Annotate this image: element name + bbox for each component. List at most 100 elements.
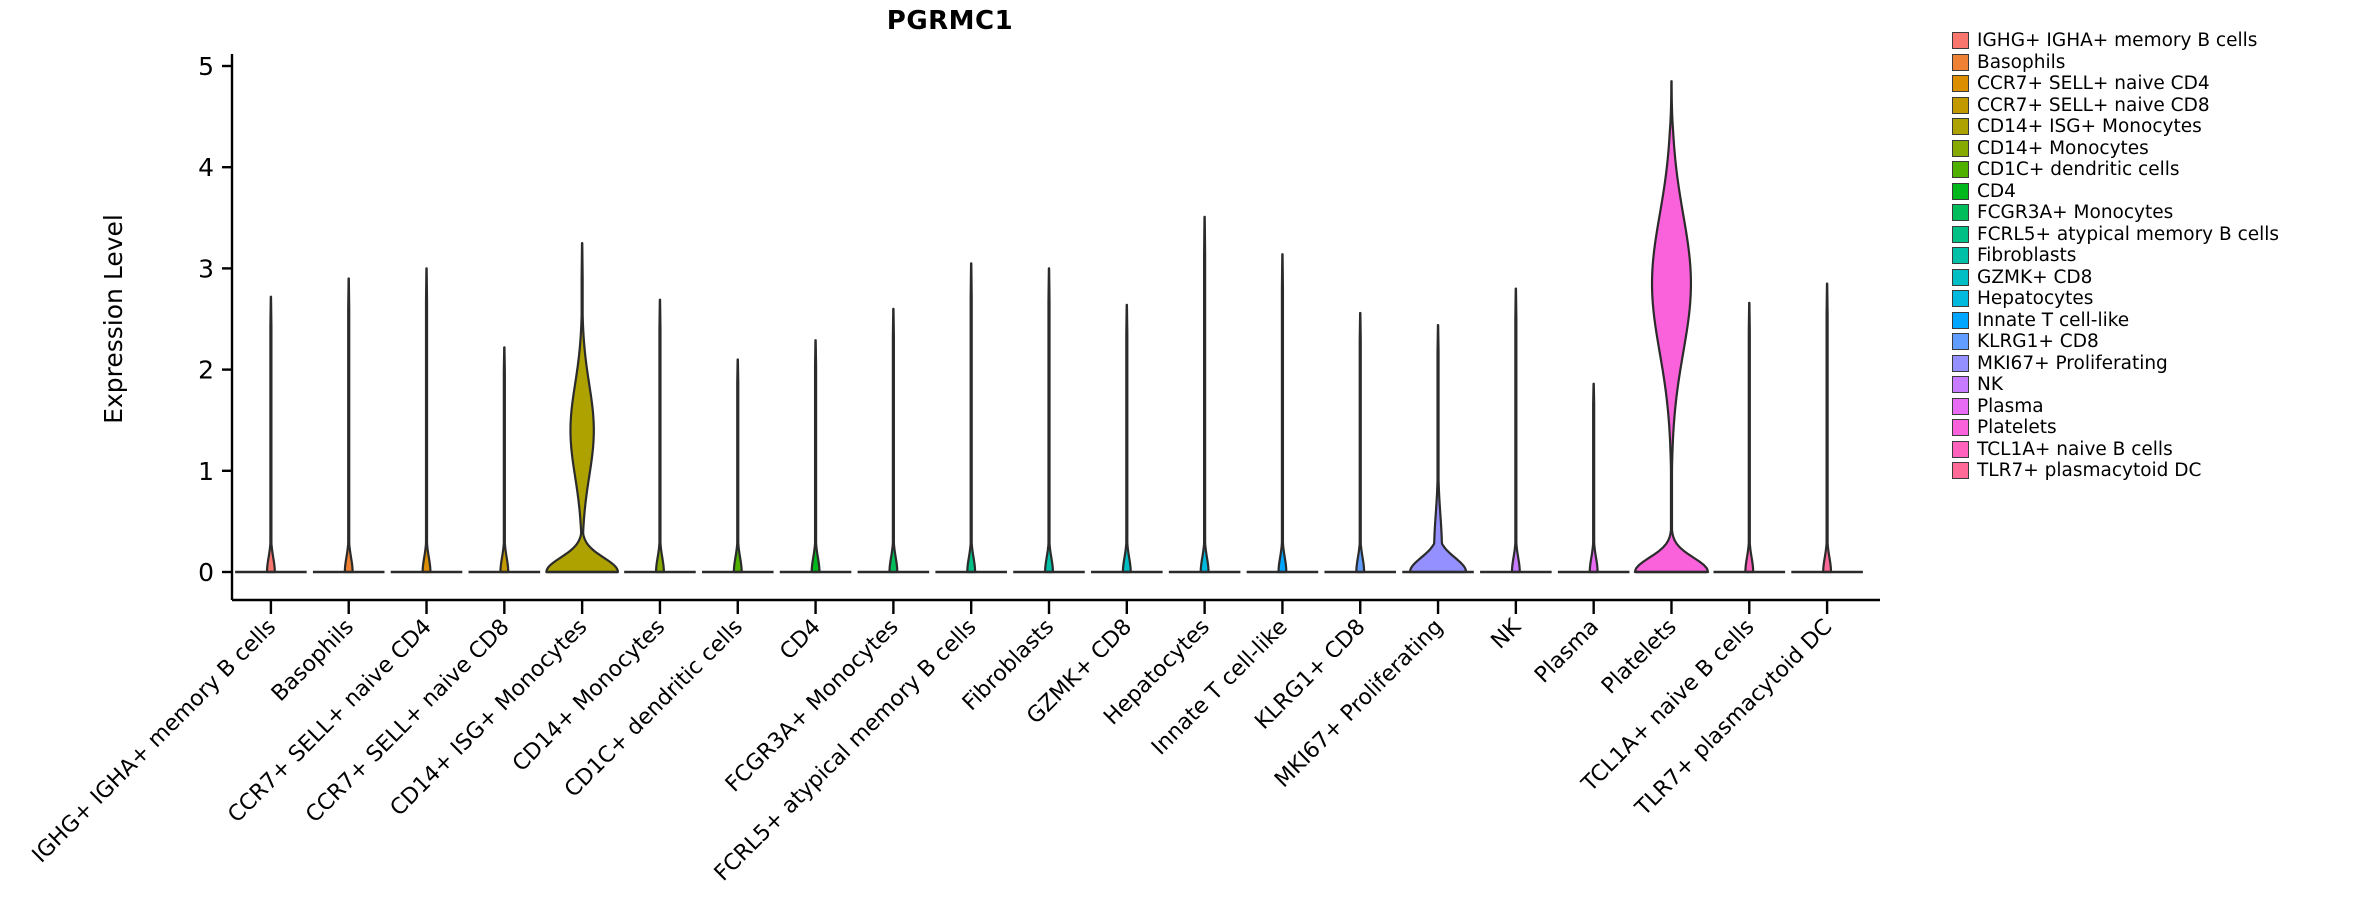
- violin-body[interactable]: Hepatocytes: [1199, 215, 1210, 574]
- legend-swatch: [1952, 247, 1969, 265]
- legend-item-label: CCR7+ SELL+ naive CD8: [1977, 94, 2210, 116]
- legend-swatch: [1952, 462, 1969, 480]
- legend-swatch: [1952, 376, 1969, 394]
- legend-item-label: IGHG+ IGHA+ memory B cells: [1977, 30, 2258, 52]
- legend-swatch: [1952, 419, 1969, 437]
- legend-swatch: [1952, 182, 1969, 200]
- x-tick-label: Innate T cell-like: [1147, 615, 1293, 761]
- violin-body[interactable]: TLR7+ plasmacytoid DC: [1822, 282, 1833, 574]
- legend-swatch: [1952, 440, 1969, 458]
- violin-body[interactable]: MKI67+ Proliferating: [1408, 323, 1468, 574]
- y-tick-label: 0: [198, 558, 214, 587]
- legend-swatch: [1952, 53, 1969, 71]
- legend-swatch: [1952, 354, 1969, 372]
- legend-item[interactable]: CD14+ Monocytes: [1952, 138, 2352, 160]
- legend-item[interactable]: NK: [1952, 374, 2352, 396]
- violin-body[interactable]: NK: [1510, 287, 1521, 574]
- legend-swatch: [1952, 118, 1969, 136]
- page-title: PGRMC1: [886, 6, 1014, 36]
- y-tick-label: 5: [198, 52, 214, 81]
- legend-item[interactable]: Hepatocytes: [1952, 288, 2352, 310]
- legend-item-label: Fibroblasts: [1977, 245, 2077, 267]
- violin-body[interactable]: Platelets: [1633, 80, 1710, 574]
- violin-body[interactable]: Fibroblasts: [1044, 267, 1054, 574]
- legend-swatch: [1952, 161, 1969, 179]
- legend-item-label: CD1C+ dendritic cells: [1977, 159, 2180, 181]
- x-tick-label: CD4: [775, 615, 825, 665]
- legend-item[interactable]: Fibroblasts: [1952, 245, 2352, 267]
- violin-body[interactable]: CD4: [810, 339, 821, 574]
- legend-item[interactable]: TLR7+ plasmacytoid DC: [1952, 460, 2352, 482]
- violin-body[interactable]: Innate T cell-like: [1277, 253, 1288, 574]
- y-tick-label: 2: [198, 356, 214, 385]
- legend-item-label: FCRL5+ atypical memory B cells: [1977, 223, 2280, 245]
- legend-item-label: Innate T cell-like: [1977, 309, 2130, 331]
- violin-body[interactable]: FCGR3A+ Monocytes: [888, 307, 899, 574]
- violin-body[interactable]: TCL1A+ naive B cells: [1744, 301, 1755, 574]
- x-tick-label: Plasma: [1530, 615, 1604, 689]
- legend-item[interactable]: IGHG+ IGHA+ memory B cells: [1952, 30, 2352, 52]
- legend-item[interactable]: Plasma: [1952, 396, 2352, 418]
- violin-body[interactable]: KLRG1+ CD8: [1355, 311, 1366, 574]
- violin-body[interactable]: CD1C+ dendritic cells: [732, 358, 743, 574]
- violin-body[interactable]: CCR7+ SELL+ naive CD8: [499, 346, 510, 574]
- legend-item[interactable]: FCRL5+ atypical memory B cells: [1952, 224, 2352, 246]
- legend-item-label: Basophils: [1977, 51, 2066, 73]
- violin-body[interactable]: CD14+ Monocytes: [654, 298, 665, 574]
- legend-item[interactable]: CD14+ ISG+ Monocytes: [1952, 116, 2352, 138]
- legend-item-label: CD14+ Monocytes: [1977, 137, 2149, 159]
- legend-swatch: [1952, 290, 1969, 308]
- legend-item[interactable]: Innate T cell-like: [1952, 310, 2352, 332]
- legend-swatch: [1952, 397, 1969, 415]
- legend-item-label: TLR7+ plasmacytoid DC: [1977, 460, 2202, 482]
- legend-swatch: [1952, 96, 1969, 114]
- legend-item[interactable]: TCL1A+ naive B cells: [1952, 439, 2352, 461]
- legend-item-label: NK: [1977, 374, 2003, 396]
- legend-item-label: CD14+ ISG+ Monocytes: [1977, 116, 2202, 138]
- legend-swatch: [1952, 32, 1969, 50]
- violin-body[interactable]: IGHG+ IGHA+ memory B cells: [265, 295, 276, 574]
- x-tick-label: CD14+ Monocytes: [508, 615, 670, 777]
- legend-item[interactable]: Platelets: [1952, 417, 2352, 439]
- legend-swatch: [1952, 139, 1969, 157]
- legend-item-label: Platelets: [1977, 417, 2057, 439]
- violin-body[interactable]: Plasma: [1588, 382, 1599, 574]
- legend-item-label: KLRG1+ CD8: [1977, 331, 2099, 353]
- legend-item[interactable]: CCR7+ SELL+ naive CD4: [1952, 73, 2352, 95]
- legend-item-label: Hepatocytes: [1977, 288, 2094, 310]
- y-tick-label: 3: [198, 254, 214, 283]
- legend-item[interactable]: MKI67+ Proliferating: [1952, 353, 2352, 375]
- legend-swatch: [1952, 204, 1969, 222]
- y-tick-label: 1: [198, 457, 214, 486]
- legend-swatch: [1952, 311, 1969, 329]
- legend-item-label: GZMK+ CD8: [1977, 266, 2093, 288]
- y-axis-label: Expression Level: [99, 214, 128, 424]
- violin-body[interactable]: Basophils: [343, 277, 354, 574]
- legend-item[interactable]: FCGR3A+ Monocytes: [1952, 202, 2352, 224]
- x-tick-label: NK: [1487, 614, 1527, 654]
- legend-item-label: Plasma: [1977, 395, 2044, 417]
- legend: IGHG+ IGHA+ memory B cells Basophils CCR7+…: [1952, 30, 2352, 482]
- y-tick-label: 4: [198, 153, 214, 182]
- legend-swatch: [1952, 333, 1969, 351]
- legend-item-label: CD4: [1977, 180, 2016, 202]
- legend-swatch: [1952, 75, 1969, 93]
- violin-body[interactable]: GZMK+ CD8: [1121, 303, 1132, 574]
- violin-body[interactable]: CCR7+ SELL+ naive CD4: [421, 267, 432, 574]
- x-tick-label: IGHG+ IGHA+ memory B cells: [28, 615, 281, 868]
- legend-item-label: MKI67+ Proliferating: [1977, 352, 2168, 374]
- legend-item[interactable]: GZMK+ CD8: [1952, 267, 2352, 289]
- legend-swatch: [1952, 268, 1969, 286]
- legend-item-label: FCGR3A+ Monocytes: [1977, 202, 2174, 224]
- violin-body[interactable]: FCRL5+ atypical memory B cells: [966, 262, 977, 574]
- legend-item[interactable]: CD1C+ dendritic cells: [1952, 159, 2352, 181]
- legend-item[interactable]: CCR7+ SELL+ naive CD8: [1952, 95, 2352, 117]
- legend-item-label: CCR7+ SELL+ naive CD4: [1977, 73, 2210, 95]
- legend-item[interactable]: CD4: [1952, 181, 2352, 203]
- legend-item-label: TCL1A+ naive B cells: [1977, 438, 2173, 460]
- violin-body[interactable]: CD14+ ISG+ Monocytes: [545, 242, 620, 574]
- legend-item[interactable]: KLRG1+ CD8: [1952, 331, 2352, 353]
- legend-item[interactable]: Basophils: [1952, 52, 2352, 74]
